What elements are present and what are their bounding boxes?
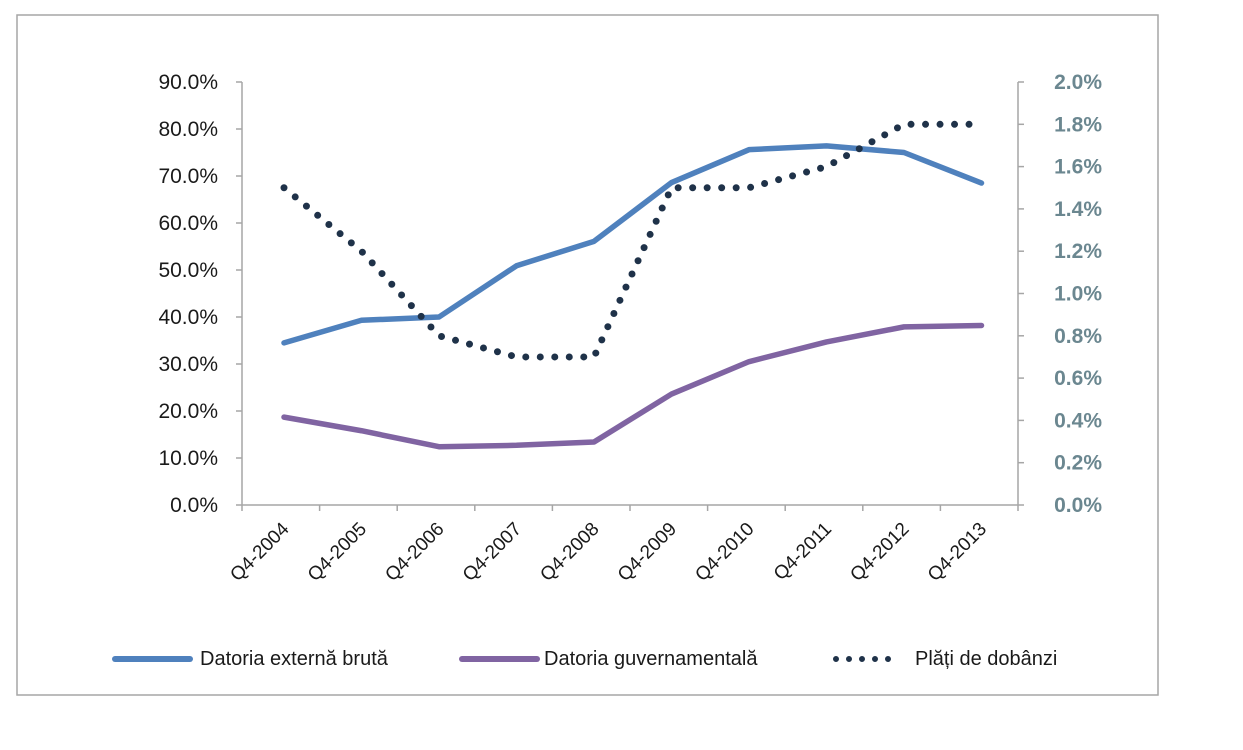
left-tick-label: 70.0%	[158, 165, 218, 188]
right-tick-label: 1.6%	[1054, 156, 1102, 179]
right-tick-label: 1.4%	[1054, 198, 1102, 221]
right-tick-label: 0.4%	[1054, 409, 1102, 432]
right-tick-label: 2.0%	[1054, 71, 1102, 94]
legend-item-interest-payments: Plăți de dobânzi	[833, 648, 1057, 670]
series-layer	[280, 120, 985, 450]
right-tick-label: 1.8%	[1054, 113, 1102, 136]
legend-item-external-debt: Datoria externă brută	[112, 648, 389, 670]
left-tick-label: 80.0%	[158, 118, 218, 141]
legend-label-external-debt: Datoria externă brută	[200, 648, 389, 670]
series-line-government-debt	[281, 322, 985, 450]
left-tick-label: 40.0%	[158, 306, 218, 329]
legend: Datoria externă brută Datoria guvernamen…	[112, 648, 1057, 670]
left-tick-label: 30.0%	[158, 353, 218, 376]
left-tick-label: 50.0%	[158, 259, 218, 282]
series-line-external-debt	[281, 143, 985, 346]
left-tick-label: 20.0%	[158, 400, 218, 423]
right-tick-label: 0.6%	[1054, 367, 1102, 390]
right-tick-label: 0.0%	[1054, 494, 1102, 517]
legend-label-government-debt: Datoria guvernamentală	[544, 648, 758, 670]
chart-border	[16, 14, 1159, 696]
right-tick-label: 1.0%	[1054, 283, 1102, 306]
right-tick-label: 1.2%	[1054, 240, 1102, 263]
left-axis-ticks: 0.0% 10.0% 20.0% 30.0% 40.0% 50.0% 60.0% 70.0% 8…	[158, 71, 242, 517]
left-tick-label: 10.0%	[158, 447, 218, 470]
right-tick-label: 0.2%	[1054, 452, 1102, 475]
left-tick-label: 60.0%	[158, 212, 218, 235]
legend-label-interest-payments: Plăți de dobânzi	[915, 648, 1057, 670]
legend-item-government-debt: Datoria guvernamentală	[459, 648, 758, 670]
left-tick-label: 0.0%	[170, 494, 218, 517]
left-tick-label: 90.0%	[158, 71, 218, 94]
right-tick-label: 0.8%	[1054, 325, 1102, 348]
right-axis-ticks: 0.0% 0.2% 0.4% 0.6% 0.8% 1.0% 1.2% 1.4% 1.6% 1.8%…	[1018, 71, 1102, 517]
series-line-interest-payments	[280, 120, 985, 361]
